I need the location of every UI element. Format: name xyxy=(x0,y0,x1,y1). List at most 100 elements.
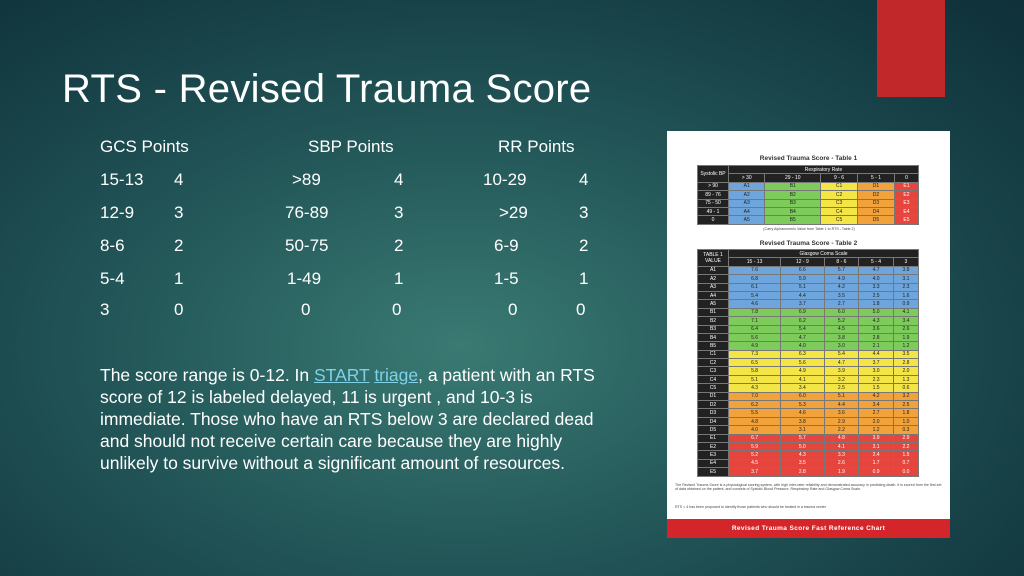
table1-cell: A4 xyxy=(727,206,766,217)
table2-cell: 1.0 xyxy=(892,416,920,427)
table2-cell: 4.9 xyxy=(823,274,860,284)
table2-cell: 5.1 xyxy=(823,391,860,402)
table1-row-label: 49 - 1 xyxy=(697,206,729,217)
table2-row-label: A2 xyxy=(697,274,729,284)
table2-row-label: D5 xyxy=(697,425,729,435)
rr-header: RR Points xyxy=(498,137,575,156)
table2-row-label: B1 xyxy=(697,307,729,318)
table2-cell: 3.4 xyxy=(892,316,920,326)
table1-cell: D4 xyxy=(857,206,895,217)
table2-cell: 2.7 xyxy=(823,299,860,309)
table2-cell: 4.9 xyxy=(780,366,825,376)
table2-cell: 5.0 xyxy=(858,307,894,318)
table1-cell: C3 xyxy=(820,198,859,208)
table1-note: (Carry Alphanumeric Value from Table 1 t… xyxy=(763,227,855,231)
table2-row: E1 6.7 5.7 4.8 3.9 2.9 xyxy=(697,433,920,444)
table2-cell: 7.8 xyxy=(727,307,782,318)
table2-cell: 0.9 xyxy=(892,299,920,309)
table2-row-label: E2 xyxy=(697,441,729,452)
table2-cell: 6.7 xyxy=(727,433,782,444)
table2-row-label: C1 xyxy=(697,349,729,360)
table2-cell: 5.1 xyxy=(727,374,782,385)
table2-col-label: 12 - 9 xyxy=(780,257,825,267)
table2-cell: 1.6 xyxy=(892,290,920,301)
table1-col-header: Respiratory Rate xyxy=(728,164,919,175)
table2-cell: 5.5 xyxy=(727,408,782,418)
table2-cell: 4.7 xyxy=(823,358,860,368)
gcs-points: 0 xyxy=(174,300,184,319)
table1-cell: C2 xyxy=(820,190,859,200)
gcs-range: 8-6 xyxy=(100,236,125,255)
gcs-points: 4 xyxy=(174,170,184,189)
table1-row-header: Systolic BP xyxy=(697,165,729,183)
table2-row-label: A5 xyxy=(697,299,729,309)
table1-cell: E2 xyxy=(893,190,920,200)
table1-col-label: 9 - 6 xyxy=(820,173,859,183)
table2-cell: 1.3 xyxy=(892,374,920,385)
table2-cell: 5.1 xyxy=(780,282,825,292)
table1-cell: E5 xyxy=(893,215,920,225)
table2-cell: 4.0 xyxy=(858,274,894,284)
table1-cell: A1 xyxy=(727,181,766,192)
table2-cell: 4.4 xyxy=(780,290,825,301)
table2-cell: 4.2 xyxy=(823,282,860,292)
table2-row: D1 7.0 6.0 5.1 4.2 3.2 xyxy=(697,391,920,402)
table2-cell: 0.3 xyxy=(892,425,920,435)
table2-cell: 2.2 xyxy=(823,425,860,435)
table2-cell: 3.5 xyxy=(892,349,920,360)
table1-row-label: 89 - 76 xyxy=(697,190,729,200)
table2-row: B3 6.4 5.4 4.5 3.6 2.6 xyxy=(697,324,920,334)
table2-col-label: 15 - 13 xyxy=(727,257,782,267)
table2-cell: 3.4 xyxy=(858,400,894,410)
table1-row-label: 75 - 50 xyxy=(697,198,729,208)
table2-cell: 3.7 xyxy=(780,299,825,309)
start-link[interactable]: START xyxy=(314,365,370,385)
table2-cell: 6.8 xyxy=(727,274,782,284)
table2-cell: 4.1 xyxy=(780,374,825,385)
table2-row-label: A3 xyxy=(697,282,729,292)
rr-range: 10-29 xyxy=(483,170,527,189)
table2-cell: 4.1 xyxy=(892,307,920,318)
table1-cell: E3 xyxy=(893,198,920,208)
table2-cell: 2.2 xyxy=(892,441,920,452)
slide-title: RTS - Revised Trauma Score xyxy=(62,66,592,111)
table2-cell: 6.3 xyxy=(780,349,825,360)
table1-row: > 90 A1 B1 C1 D1 E1 xyxy=(697,181,920,192)
sbp-range: >89 xyxy=(292,170,321,189)
table1-cell: D5 xyxy=(857,215,895,225)
table2-row: C5 4.3 3.4 2.5 1.5 0.6 xyxy=(697,383,920,393)
table2-title: Revised Trauma Score - Table 2 xyxy=(759,240,858,247)
rr-range: >29 xyxy=(499,203,528,222)
table1-cell: D1 xyxy=(857,181,895,192)
table2-cell: 6.2 xyxy=(727,400,782,410)
table1-cell: E1 xyxy=(893,181,920,192)
table2-cell: 5.6 xyxy=(727,332,782,343)
table2-row: A3 6.1 5.1 4.2 3.3 2.3 xyxy=(697,282,920,292)
gcs-points: 2 xyxy=(174,236,184,255)
table1-cell: A5 xyxy=(727,215,766,225)
table1-cell: E4 xyxy=(893,206,920,217)
table2-row-label: A4 xyxy=(697,290,729,301)
table2-row-label: C4 xyxy=(697,374,729,385)
table1-cell: B2 xyxy=(764,190,822,200)
table2-grid: TABLE 1 VALUE Glasgow Coma Scale 15 - 13… xyxy=(697,248,920,477)
table2-cell: 1.5 xyxy=(858,383,894,393)
table2-cell: 1.9 xyxy=(892,332,920,343)
table2-row-label: C3 xyxy=(697,366,729,376)
table2-cell: 5.0 xyxy=(780,441,825,452)
table1-row: 49 - 1 A4 B4 C4 D4 E4 xyxy=(697,206,920,217)
table2-cell: 0.7 xyxy=(892,458,920,469)
table2-cell: 3.3 xyxy=(858,282,894,292)
gcs-range: 5-4 xyxy=(100,269,125,288)
table2-cell: 2.6 xyxy=(823,458,860,469)
table1-cell: C5 xyxy=(820,215,859,225)
table1-title: Revised Trauma Score - Table 1 xyxy=(759,155,858,162)
rr-points: 4 xyxy=(579,170,589,189)
table2-cell: 7.0 xyxy=(727,391,782,402)
table2-cell: 5.9 xyxy=(780,274,825,284)
table1-cell: A2 xyxy=(727,190,766,200)
table2-cell: 4.1 xyxy=(823,441,860,452)
triage-link[interactable]: triage xyxy=(374,365,419,385)
table2-row: A1 7.6 6.6 5.7 4.7 3.8 xyxy=(697,265,920,276)
table2-cell: 0.9 xyxy=(858,467,894,477)
